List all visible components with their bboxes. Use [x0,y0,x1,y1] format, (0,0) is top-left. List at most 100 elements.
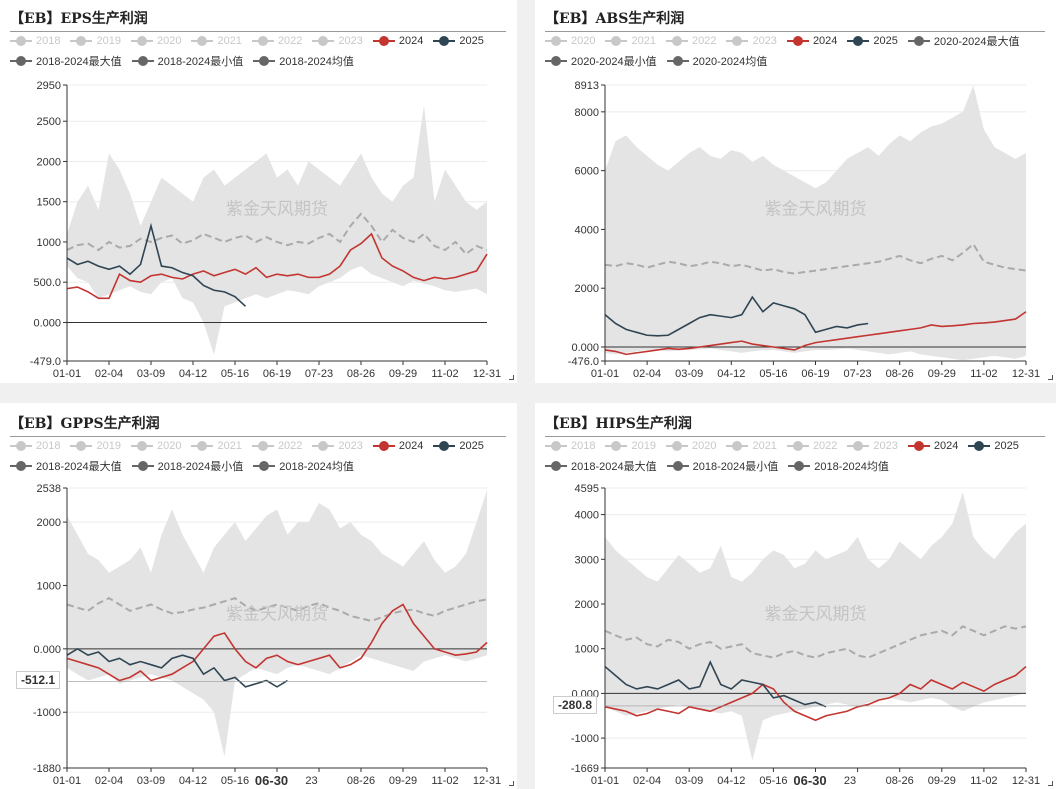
legend-item-5[interactable]: 2022 [251,35,303,47]
resize-handle[interactable] [1048,375,1053,380]
legend-item-5[interactable]: 2022 [786,440,837,452]
legend-label: 2021 [217,35,242,47]
legend-marker-icon [788,461,811,471]
legend-item-11[interactable]: 2018-2024均值 [253,53,354,69]
legend-item-3[interactable]: 2020 [665,440,716,452]
legend-item-6[interactable]: 2023 [312,440,363,452]
legend-item-8[interactable]: 2025 [433,440,484,452]
legend-item-4[interactable]: 2021 [726,440,777,452]
legend-marker-icon [786,36,809,46]
legend-marker-icon [665,441,688,451]
legend-label: 2021 [752,440,777,452]
chart-panel-gpps: 【EB】GPPS生产利润 2018 2019 2020 2021 2022 2023 202… [0,403,517,789]
resize-handle[interactable] [509,375,514,380]
legend-item-2[interactable]: 2019 [70,440,121,452]
legend-marker-icon [372,441,395,451]
x-tick-label: 09-29 [928,775,956,787]
legend-marker-icon [605,441,628,451]
legend-item-3[interactable]: 2022 [665,35,716,47]
legend-label: 2018-2024均值 [814,461,889,473]
legend-item-5[interactable]: 2024 [786,35,837,47]
legend-item-2[interactable]: 2021 [605,35,656,47]
legend-item-11[interactable]: 2018-2024均值 [253,458,354,474]
legend-item-6[interactable]: 2023 [312,35,363,47]
legend-item-1[interactable]: 2018 [545,440,595,452]
legend-item-4[interactable]: 2021 [191,35,242,47]
y-tick-label: 0.000 [33,317,61,329]
chart-title: 【EB】GPPS生产利润 [10,416,160,432]
resize-handle[interactable] [1048,781,1053,786]
y-tick-label: 3000 [575,554,599,566]
legend-item-1[interactable]: 2018 [10,35,60,47]
legend-marker-icon [907,441,930,451]
legend-label: 2018 [571,440,596,452]
legend-marker-icon [545,56,567,66]
legend-marker-icon [10,441,32,451]
legend-marker-icon [907,36,930,46]
legend-marker-icon [847,441,870,451]
max-min-band [605,85,1026,361]
legend-label: 2020-2024最大值 [933,36,1020,48]
x-tick-label: 09-29 [389,775,417,787]
series-avg-line [66,597,488,623]
x-tick-label: 12-31 [1012,368,1040,380]
legend-item-3[interactable]: 2020 [130,35,181,47]
legend-item-7[interactable]: 2024 [372,440,423,452]
legend-item-6[interactable]: 2025 [847,35,898,47]
legend-item-11[interactable]: 2018-2024均值 [788,458,889,474]
legend-marker-icon [605,36,628,46]
series-2025-line [604,660,827,708]
legend-item-1[interactable]: 2020 [545,35,595,47]
legend-item-2[interactable]: 2019 [70,35,121,47]
legend-item-7[interactable]: 2024 [907,440,958,452]
legend-label: 2018 [36,35,61,47]
legend-label: 2025 [459,440,484,452]
legend-marker-icon [130,36,153,46]
legend-item-4[interactable]: 2021 [191,440,242,452]
x-tick-label: 04-12 [717,775,745,787]
legend-item-8[interactable]: 2025 [968,440,1019,452]
legend-marker-icon [10,36,32,46]
legend-item-5[interactable]: 2022 [251,440,302,452]
legend-item-6[interactable]: 2023 [847,440,898,452]
y-tick-label: 1500 [37,197,61,209]
x-tick-label: 05-16 [221,368,249,380]
legend-item-3[interactable]: 2020 [130,440,181,452]
y-tick-label: 2000 [37,517,61,529]
legend-label: 2018-2024最小值 [692,461,779,473]
legend-item-10[interactable]: 2018-2024最小值 [131,53,243,69]
legend-marker-icon [545,461,567,471]
x-tick-label: 12-31 [473,775,501,787]
resize-handle[interactable] [509,781,514,786]
legend-item-9[interactable]: 2018-2024最大值 [10,53,122,69]
chart-legend: 2020 2021 2022 2023 2024 2025 2020-2024最大值 2020… [545,31,1050,71]
legend-item-7[interactable]: 2020-2024最大值 [907,33,1020,49]
plot-area: -479.0 0.000 500.0 1000 1500 2000 2500 2950 紫金天风… [30,80,501,380]
watermark: 紫金天风期货 [226,605,328,625]
legend-label: 2025 [873,35,898,47]
legend-item-9[interactable]: 2018-2024最大值 [10,458,122,474]
legend-label: 2022 [277,35,303,47]
legend-item-8[interactable]: 2020-2024最小值 [545,53,657,69]
x-tick-label: 08-26 [347,368,375,380]
legend-item-7[interactable]: 2024 [372,35,423,47]
legend-marker-icon [70,441,93,451]
y-tick-label: -476.0 [568,356,599,368]
x-tick-label: 06-19 [801,368,829,380]
legend-item-9[interactable]: 2020-2024均值 [666,53,767,69]
legend-item-9[interactable]: 2018-2024最大值 [545,458,657,474]
x-tick-label: 03-09 [675,775,703,787]
legend-item-8[interactable]: 2025 [433,35,484,47]
legend-item-2[interactable]: 2019 [605,440,656,452]
legend-item-10[interactable]: 2018-2024最小值 [131,458,243,474]
legend-item-1[interactable]: 2018 [10,440,60,452]
x-tick-label: 02-04 [633,368,661,380]
x-tick-label: 09-29 [389,368,417,380]
x-tick-label: 23 [305,775,317,787]
y-tick-label: -1669 [571,763,599,775]
x-tick-label: 01-01 [53,368,81,380]
legend-item-10[interactable]: 2018-2024最小值 [666,458,779,474]
legend-item-4[interactable]: 2023 [726,35,777,47]
max-min-band [67,105,487,355]
legend-label: 2019 [96,440,121,452]
